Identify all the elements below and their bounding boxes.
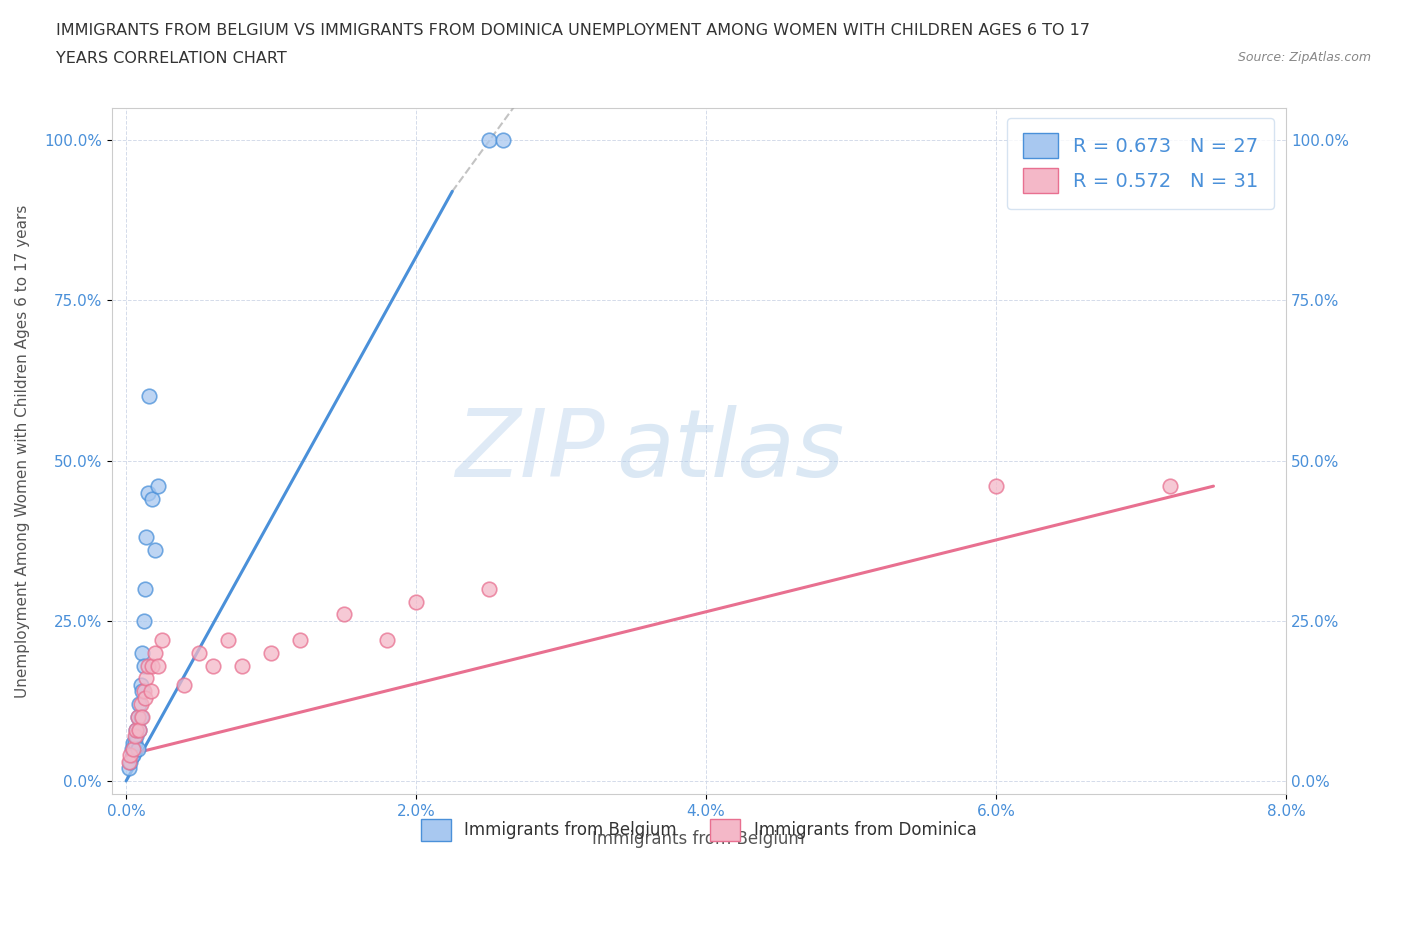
- Point: [127, 741, 149, 756]
- X-axis label: Immigrants from Belgium: Immigrants from Belgium: [592, 830, 806, 847]
- Point: [127, 710, 149, 724]
- Point: [127, 710, 149, 724]
- Point: [128, 723, 150, 737]
- Point: [217, 632, 239, 647]
- Point: [129, 710, 152, 724]
- Point: [128, 697, 150, 711]
- Point: [128, 723, 150, 737]
- Point: [136, 658, 159, 673]
- Point: [150, 632, 173, 647]
- Point: [146, 479, 169, 494]
- Point: [125, 729, 148, 744]
- Point: [1159, 479, 1181, 494]
- Point: [134, 581, 156, 596]
- Text: IMMIGRANTS FROM BELGIUM VS IMMIGRANTS FROM DOMINICA UNEMPLOYMENT AMONG WOMEN WIT: IMMIGRANTS FROM BELGIUM VS IMMIGRANTS FR…: [56, 23, 1090, 38]
- Point: [332, 607, 354, 622]
- Y-axis label: Unemployment Among Women with Children Ages 6 to 17 years: Unemployment Among Women with Children A…: [15, 205, 30, 698]
- Point: [405, 594, 427, 609]
- Point: [139, 684, 162, 698]
- Point: [125, 723, 148, 737]
- Point: [129, 697, 152, 711]
- Point: [146, 658, 169, 673]
- Point: [202, 658, 225, 673]
- Point: [121, 741, 143, 756]
- Point: [118, 761, 141, 776]
- Point: [122, 741, 145, 756]
- Point: [231, 658, 253, 673]
- Point: [124, 735, 146, 750]
- Point: [477, 581, 499, 596]
- Point: [141, 492, 163, 507]
- Point: [288, 632, 311, 647]
- Point: [136, 485, 159, 500]
- Point: [131, 710, 153, 724]
- Point: [141, 658, 163, 673]
- Point: [132, 684, 155, 698]
- Point: [129, 677, 152, 692]
- Legend: Immigrants from Belgium, Immigrants from Dominica: Immigrants from Belgium, Immigrants from…: [415, 813, 983, 847]
- Point: [125, 723, 148, 737]
- Point: [492, 133, 515, 148]
- Text: atlas: atlas: [617, 405, 845, 497]
- Point: [131, 684, 153, 698]
- Point: [260, 645, 283, 660]
- Point: [118, 754, 141, 769]
- Point: [187, 645, 209, 660]
- Point: [138, 389, 160, 404]
- Point: [120, 754, 142, 769]
- Point: [477, 133, 499, 148]
- Point: [984, 479, 1007, 494]
- Point: [135, 671, 157, 685]
- Point: [375, 632, 398, 647]
- Point: [131, 645, 153, 660]
- Point: [143, 645, 166, 660]
- Point: [122, 735, 145, 750]
- Point: [173, 677, 195, 692]
- Point: [134, 690, 156, 705]
- Point: [124, 729, 146, 744]
- Text: ZIP: ZIP: [456, 405, 605, 497]
- Point: [143, 543, 166, 558]
- Text: Source: ZipAtlas.com: Source: ZipAtlas.com: [1237, 51, 1371, 64]
- Point: [120, 748, 142, 763]
- Point: [135, 530, 157, 545]
- Point: [132, 658, 155, 673]
- Point: [132, 613, 155, 628]
- Point: [122, 748, 145, 763]
- Text: YEARS CORRELATION CHART: YEARS CORRELATION CHART: [56, 51, 287, 66]
